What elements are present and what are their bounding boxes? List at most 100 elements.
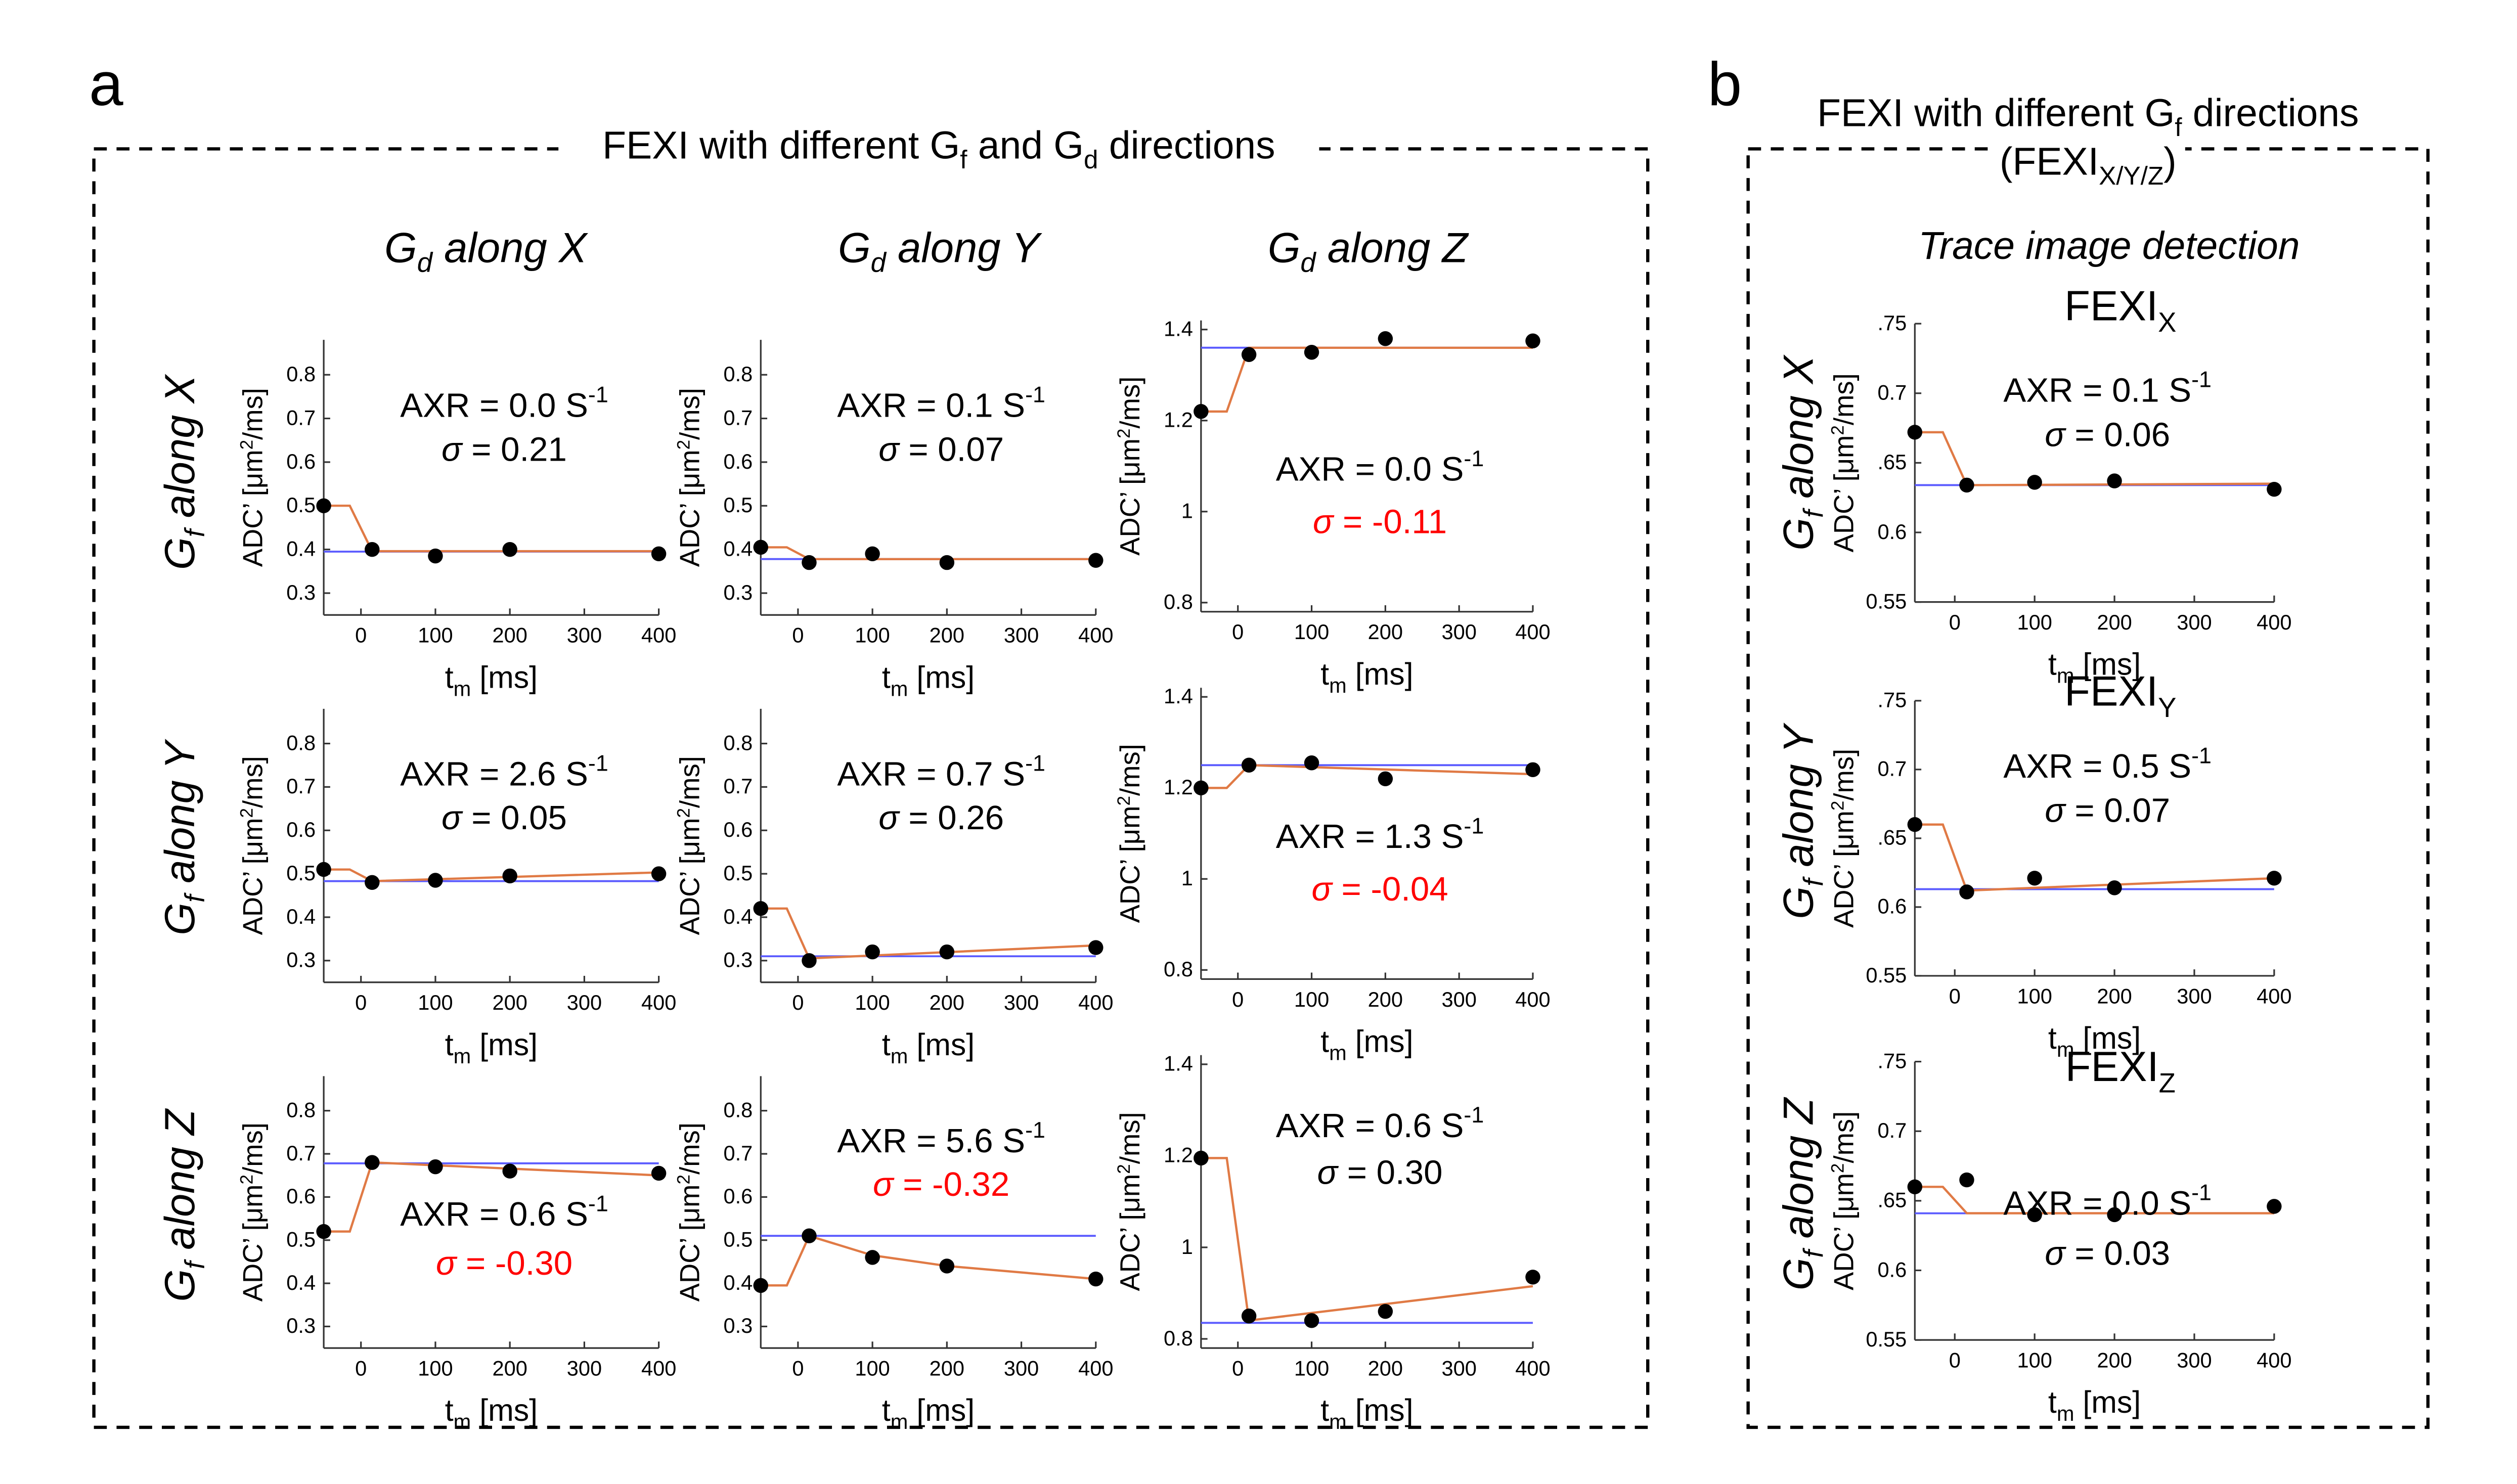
data-point: [1304, 345, 1319, 360]
sigma-label: σ = 0.30: [1317, 1154, 1443, 1192]
y-tick-label: 0.8: [723, 1098, 753, 1121]
data-point: [1241, 757, 1257, 773]
x-tick-label: 100: [855, 1357, 890, 1380]
y-axis-label: ADC’ [μm2/ms]: [1828, 1111, 1859, 1290]
x-axis-label: tm [ms]: [882, 1027, 975, 1068]
axr-label: AXR = 1.3 S-1: [1276, 813, 1484, 856]
data-point: [802, 555, 817, 570]
y-tick-label: 0.7: [723, 406, 753, 429]
x-tick-label: 100: [855, 991, 890, 1014]
x-tick-label: 400: [1078, 991, 1113, 1014]
sigma-label: σ = 0.07: [878, 431, 1004, 469]
sigma-label: σ = 0.03: [2045, 1234, 2170, 1272]
x-axis-label: tm [ms]: [445, 1027, 538, 1068]
y-tick-label: 1.2: [1164, 408, 1193, 432]
y-tick-label: 0.4: [286, 1271, 316, 1294]
data-point: [2267, 481, 2282, 497]
x-tick-label: 100: [1294, 1357, 1329, 1380]
y-tick-label: 0.4: [723, 536, 753, 560]
sigma-label: σ = 0.21: [441, 431, 567, 469]
y-axis-label: ADC’ [μm2/ms]: [674, 1122, 705, 1301]
data-point: [1907, 817, 1923, 832]
x-tick-label: 300: [567, 991, 602, 1014]
y-tick-label: 0.4: [286, 536, 316, 560]
x-tick-label: 300: [567, 623, 602, 647]
b-plot-title-x: FEXIX: [2064, 283, 2176, 338]
data-point: [316, 498, 331, 514]
data-point: [2027, 1207, 2042, 1223]
y-tick-label: 0.6: [1877, 894, 1907, 918]
data-point: [2107, 880, 2122, 895]
data-point: [1378, 331, 1393, 346]
data-point: [939, 1258, 955, 1274]
x-tick-label: 200: [492, 1357, 527, 1380]
y-tick-label: 0.8: [286, 1098, 316, 1121]
y-tick-label: 1.2: [1164, 1143, 1193, 1167]
b-plot-title-y: FEXIY: [2064, 667, 2176, 723]
y-tick-label: 1.4: [1164, 317, 1193, 341]
x-tick-label: 300: [2177, 1348, 2212, 1372]
data-point: [502, 1163, 517, 1179]
col-header-gd-y: Gd along Y: [838, 224, 1042, 278]
x-tick-label: 0: [355, 1357, 367, 1380]
x-tick-label: 300: [2177, 984, 2212, 1008]
x-axis-label: tm [ms]: [1320, 657, 1413, 697]
y-axis-label: ADC’ [μm2/ms]: [237, 756, 268, 935]
chart-a-y-y: 0 100 200 300 400 0.3 0.4 0.5 0.6 0.7 0.8 tm [ms] AD…: [674, 708, 1114, 1068]
fit-line: [761, 907, 1096, 960]
y-axis-label: ADC’ [μm2/ms]: [1114, 377, 1145, 556]
y-axis-label: ADC’ [μm2/ms]: [1114, 744, 1145, 923]
y-tick-label: .65: [1877, 1188, 1907, 1212]
x-tick-label: 200: [930, 991, 964, 1014]
y-tick-label: 0.6: [286, 449, 316, 473]
y-tick-label: 1.2: [1164, 775, 1193, 799]
y-tick-label: .65: [1877, 450, 1907, 474]
x-tick-label: 100: [1294, 987, 1329, 1011]
x-tick-label: 300: [1441, 987, 1476, 1011]
x-tick-label: 400: [1515, 1357, 1550, 1380]
x-tick-label: 0: [355, 991, 367, 1014]
data-point: [428, 1159, 443, 1175]
axr-label: AXR = 0.6 S-1: [1276, 1102, 1484, 1145]
col-header-gd-z: Gd along Z: [1268, 224, 1470, 278]
data-point: [651, 1165, 667, 1181]
y-tick-label: 1: [1181, 866, 1193, 890]
axr-label: AXR = 0.0 S-1: [2003, 1180, 2212, 1223]
y-tick-label: .65: [1877, 826, 1907, 849]
row-header-gf-y: Gf along Y: [156, 739, 210, 935]
y-tick-label: 0.7: [1877, 1118, 1907, 1142]
y-tick-label: 0.6: [286, 818, 316, 841]
data-point: [865, 546, 880, 562]
panel-b-title-line1: FEXI with different Gf directions: [1817, 92, 2359, 142]
sigma-label: σ = 0.05: [441, 799, 567, 837]
data-point: [1525, 333, 1540, 348]
data-point: [939, 555, 955, 570]
x-tick-label: 400: [1515, 620, 1550, 644]
b-row-header-gf-y: Gf along Y: [1775, 723, 1829, 919]
x-tick-label: 400: [2257, 610, 2291, 634]
y-axis-label: ADC’ [μm2/ms]: [1828, 373, 1859, 552]
y-axis-label: ADC’ [μm2/ms]: [674, 756, 705, 935]
data-point: [865, 1250, 880, 1265]
data-point: [316, 862, 331, 877]
data-point: [1907, 425, 1923, 440]
y-tick-label: 0.8: [723, 731, 753, 754]
y-tick-label: 0.5: [286, 861, 316, 885]
x-tick-label: 0: [1949, 610, 1961, 634]
data-point: [502, 868, 517, 884]
x-tick-label: 300: [2177, 610, 2212, 634]
y-tick-label: .75: [1877, 688, 1907, 712]
sigma-label: σ = 0.06: [2045, 416, 2170, 454]
x-axis-label: tm [ms]: [2048, 1021, 2141, 1061]
data-point: [753, 539, 769, 555]
x-axis-label: tm [ms]: [1320, 1024, 1413, 1064]
data-point: [1088, 553, 1103, 568]
sigma-label: σ = -0.04: [1311, 870, 1448, 908]
sigma-label: σ = -0.11: [1313, 503, 1447, 541]
panel-b-letter: b: [1708, 50, 1742, 118]
data-point: [651, 866, 667, 881]
x-tick-label: 100: [855, 623, 890, 647]
y-axis-label: ADC’ [μm2/ms]: [1828, 749, 1859, 928]
